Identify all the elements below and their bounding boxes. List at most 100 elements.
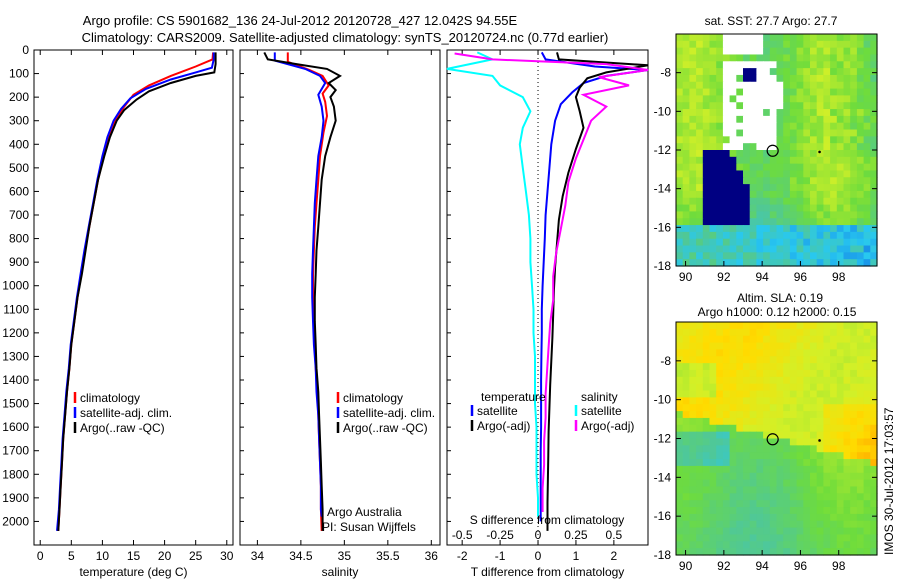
sla-map-cell <box>749 322 757 330</box>
sst-map-cell <box>789 47 798 56</box>
sla-map-cell <box>870 472 878 481</box>
sla-map-cell <box>810 390 818 398</box>
sla-map-cell <box>769 376 778 385</box>
sst-map-cell <box>722 170 731 178</box>
sst-map-cell <box>736 95 744 103</box>
sla-map-cell <box>716 534 724 542</box>
sst-map-cell <box>729 252 737 260</box>
sla-map-cell <box>843 383 851 392</box>
sla-map-cell <box>769 472 778 481</box>
sla-map-cell <box>843 500 851 508</box>
sla-map-float-track-point <box>818 439 821 442</box>
sla-map-cell <box>716 548 724 556</box>
sla-map-cell <box>709 479 717 488</box>
sla-map-cell <box>830 548 838 556</box>
sst-map-cell <box>870 190 878 199</box>
sla-map-cell <box>756 445 764 453</box>
sst-map-cell <box>843 115 851 124</box>
sla-map-cell <box>743 507 751 515</box>
sla-map-cell <box>870 369 878 378</box>
temperature-ytick-label: 900 <box>9 255 29 269</box>
sla-map-cell <box>836 342 845 351</box>
sla-map-cell <box>702 500 711 508</box>
sla-map-cell <box>736 527 744 536</box>
sst-map-cell <box>749 54 757 62</box>
sst-map-cell <box>736 163 744 172</box>
sst-map-cell <box>743 136 751 144</box>
sst-map-cell <box>843 102 851 110</box>
temperature-ytick-label: 800 <box>9 232 29 246</box>
sla-map-cell <box>696 548 704 556</box>
sst-map-cell <box>722 40 731 49</box>
sst-map-cell <box>816 122 824 131</box>
sst-map-cell <box>676 68 684 76</box>
sst-map-cell <box>756 129 764 137</box>
temperature-ytick-label: 1100 <box>3 302 29 316</box>
sst-map-cell <box>716 170 724 178</box>
sst-map-cell <box>796 34 804 42</box>
sla-map-cell <box>743 513 751 522</box>
sst-map-cell <box>830 252 838 260</box>
sst-map-cell <box>830 190 838 199</box>
sla-map-cell <box>843 507 851 515</box>
sst-map-cell <box>689 102 697 110</box>
sst-map-cell <box>729 204 737 213</box>
sla-map-cell <box>722 363 731 371</box>
sla-map-cell <box>850 534 858 542</box>
sst-map-cell <box>722 156 731 165</box>
sst-map-ytick-label: -18 <box>654 259 672 273</box>
sst-map-cell <box>709 238 717 247</box>
sla-map-cell <box>689 472 697 481</box>
sla-map-cell <box>743 349 751 357</box>
sla-map-cell <box>843 335 851 344</box>
sst-map-cell <box>870 197 878 206</box>
sst-map-cell <box>810 231 818 240</box>
sst-map-cell <box>810 238 818 247</box>
sst-map-cell <box>702 238 711 247</box>
sst-map-cell <box>789 231 798 240</box>
sst-map-cell <box>836 122 845 131</box>
sst-map-cell <box>776 156 784 165</box>
salinity-panel: 34 34.5 35 35.5 36salinityclimatologysatelli… <box>239 49 441 579</box>
sla-map-cell <box>863 493 871 501</box>
sla-map-cell <box>743 335 751 344</box>
sla-map-cell <box>682 520 690 529</box>
sla-map-cell <box>823 541 831 549</box>
sla-map-cell <box>810 369 818 378</box>
sst-map-cell <box>823 115 831 124</box>
sla-map-cell <box>676 404 684 412</box>
sla-map-cell <box>722 479 731 488</box>
sst-map-cell <box>709 259 717 267</box>
sst-map-cell <box>722 34 731 42</box>
sla-map-cell <box>709 459 717 467</box>
sst-map-cell <box>682 74 690 83</box>
sla-map-cell <box>756 390 764 398</box>
temperature-xlabel: temperature (deg C) <box>79 565 187 579</box>
sla-map-cell <box>856 322 865 330</box>
sst-map-cell <box>702 225 711 233</box>
sst-map-cell <box>836 54 845 62</box>
sst-map-cell <box>816 81 824 90</box>
sst-map-cell <box>843 68 851 76</box>
sst-map-cell <box>676 143 684 151</box>
sla-map-cell <box>776 322 784 330</box>
sla-map-cell <box>850 507 858 515</box>
sla-map-cell <box>769 465 778 474</box>
sst-map-cell <box>756 95 764 103</box>
sst-map-cell <box>776 238 784 247</box>
sst-map-cell <box>702 190 711 199</box>
sst-map-cell <box>769 177 778 185</box>
sst-map-cell <box>810 163 818 172</box>
sla-map-cell <box>682 541 690 549</box>
sst-map-cell <box>823 81 831 90</box>
sst-map-cell <box>843 88 851 97</box>
sst-map-cell <box>676 102 684 110</box>
sst-map-cell <box>716 136 724 144</box>
sla-map-cell <box>756 520 764 529</box>
sla-map-cell <box>816 424 824 433</box>
sst-map-cell <box>682 40 690 49</box>
sla-map-cell <box>836 438 845 446</box>
sla-map-cell <box>696 452 704 460</box>
sst-map-cell <box>689 74 697 83</box>
sst-map-cell <box>870 252 878 260</box>
